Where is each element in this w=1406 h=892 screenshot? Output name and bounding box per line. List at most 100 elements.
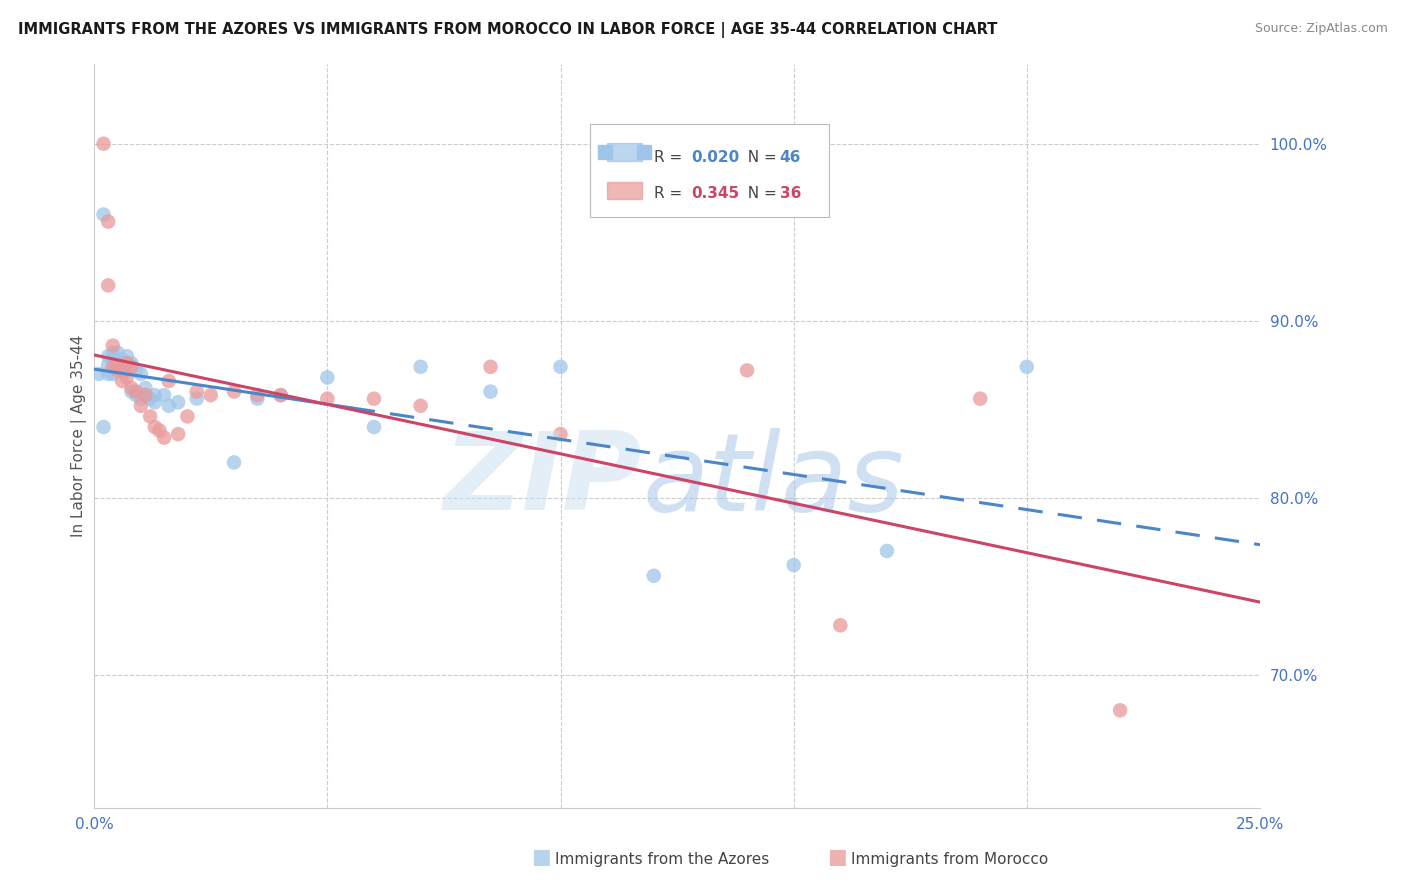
- Point: [222, 384, 245, 399]
- Point: [93, 136, 115, 151]
- Point: [121, 356, 143, 370]
- Point: [200, 388, 222, 402]
- Point: [316, 370, 339, 384]
- Point: [121, 381, 143, 395]
- Point: [186, 392, 208, 406]
- Point: [107, 363, 129, 377]
- Text: IMMIGRANTS FROM THE AZORES VS IMMIGRANTS FROM MOROCCO IN LABOR FORCE | AGE 35-44: IMMIGRANTS FROM THE AZORES VS IMMIGRANTS…: [18, 22, 998, 38]
- Text: 36: 36: [780, 186, 801, 201]
- Point: [107, 345, 129, 359]
- Point: [167, 427, 190, 442]
- Point: [222, 455, 245, 469]
- Point: [97, 358, 120, 372]
- Point: [97, 367, 120, 381]
- Point: [270, 388, 292, 402]
- Point: [363, 420, 385, 434]
- Point: [101, 352, 124, 367]
- Text: ■: ■: [827, 847, 846, 867]
- Point: [115, 356, 138, 370]
- Point: [93, 208, 115, 222]
- Point: [101, 367, 124, 381]
- Point: [115, 349, 138, 363]
- Point: [550, 427, 572, 442]
- Point: [121, 359, 143, 374]
- Point: [107, 359, 129, 374]
- Point: [97, 278, 120, 293]
- Point: [143, 395, 166, 409]
- Point: [1015, 359, 1038, 374]
- Text: ZIP: ZIP: [444, 427, 643, 533]
- Text: 46: 46: [780, 150, 801, 165]
- Point: [153, 431, 176, 445]
- Point: [125, 388, 148, 402]
- Point: [363, 392, 385, 406]
- Point: [782, 558, 804, 573]
- Point: [115, 370, 138, 384]
- Point: [115, 363, 138, 377]
- Point: [186, 384, 208, 399]
- Point: [643, 568, 665, 582]
- Point: [157, 399, 180, 413]
- Point: [121, 359, 143, 374]
- Text: R =: R =: [654, 150, 688, 165]
- Text: Immigrants from the Azores: Immigrants from the Azores: [555, 852, 769, 867]
- Point: [125, 363, 148, 377]
- Point: [111, 352, 134, 367]
- Point: [735, 363, 758, 377]
- Text: 0.020: 0.020: [692, 150, 740, 165]
- Point: [134, 388, 156, 402]
- Point: [121, 384, 143, 399]
- Point: [97, 214, 120, 228]
- Point: [830, 618, 852, 632]
- Point: [143, 420, 166, 434]
- Point: [246, 388, 269, 402]
- Point: [270, 388, 292, 402]
- Point: [246, 392, 269, 406]
- Point: [479, 359, 502, 374]
- Point: [409, 399, 432, 413]
- Text: N =: N =: [738, 150, 782, 165]
- Text: ■: ■: [531, 847, 551, 867]
- Point: [129, 399, 152, 413]
- Point: [876, 544, 898, 558]
- Text: Immigrants from Morocco: Immigrants from Morocco: [851, 852, 1047, 867]
- Point: [139, 392, 162, 406]
- Point: [93, 420, 115, 434]
- Point: [101, 345, 124, 359]
- FancyBboxPatch shape: [589, 124, 828, 217]
- Point: [87, 367, 110, 381]
- Point: [143, 388, 166, 402]
- Point: [167, 395, 190, 409]
- Point: [101, 338, 124, 352]
- Point: [115, 356, 138, 370]
- Point: [111, 374, 134, 388]
- Point: [107, 356, 129, 370]
- Text: N =: N =: [738, 186, 782, 201]
- Point: [111, 359, 134, 374]
- Point: [550, 359, 572, 374]
- Point: [153, 388, 176, 402]
- Point: [479, 384, 502, 399]
- Y-axis label: In Labor Force | Age 35-44: In Labor Force | Age 35-44: [72, 334, 87, 537]
- Point: [157, 374, 180, 388]
- Point: [409, 359, 432, 374]
- Point: [125, 384, 148, 399]
- Point: [148, 424, 170, 438]
- Point: [97, 349, 120, 363]
- Bar: [607, 143, 643, 161]
- Point: [176, 409, 198, 424]
- Text: Source: ZipAtlas.com: Source: ZipAtlas.com: [1254, 22, 1388, 36]
- Point: [139, 409, 162, 424]
- Point: [129, 367, 152, 381]
- Text: atlas: atlas: [643, 428, 904, 533]
- Point: [1109, 703, 1132, 717]
- Point: [129, 392, 152, 406]
- Point: [134, 381, 156, 395]
- Text: 0.345: 0.345: [692, 186, 740, 201]
- Point: [111, 363, 134, 377]
- Point: [316, 392, 339, 406]
- Point: [101, 359, 124, 374]
- Point: [107, 359, 129, 374]
- Text: R =: R =: [654, 186, 688, 201]
- Point: [969, 392, 991, 406]
